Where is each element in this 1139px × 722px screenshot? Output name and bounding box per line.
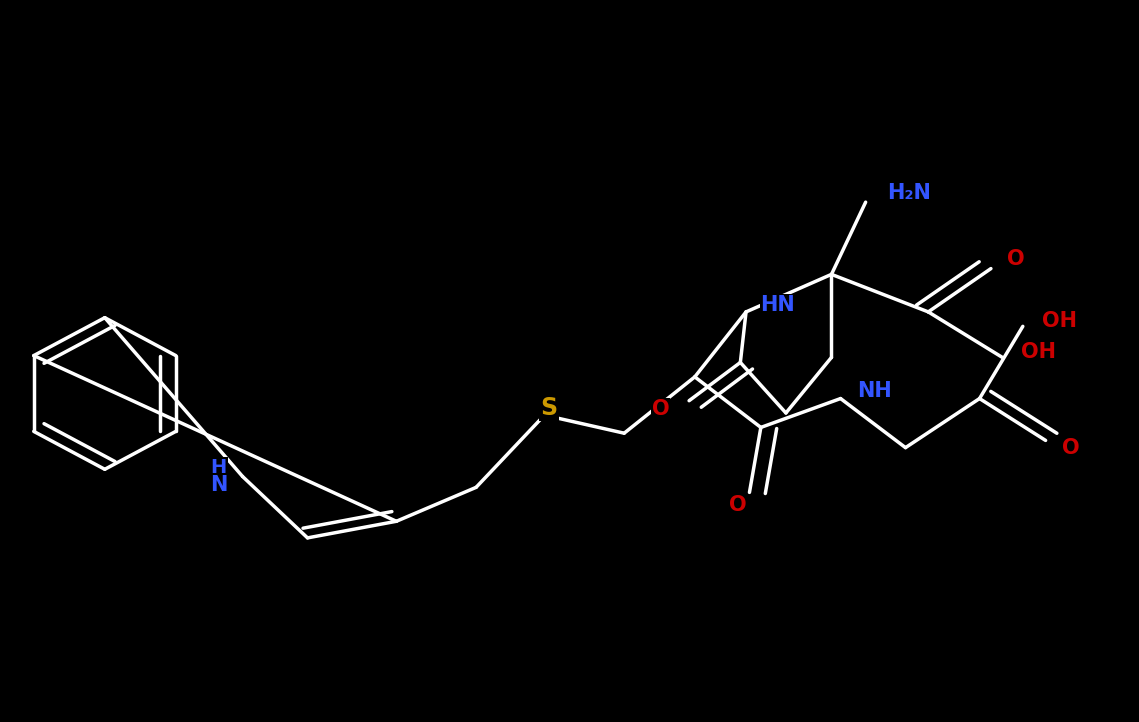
- Text: O: O: [1007, 249, 1025, 269]
- Text: OH: OH: [1022, 342, 1056, 362]
- Text: H₂N: H₂N: [887, 183, 931, 204]
- Text: S: S: [540, 396, 558, 420]
- Text: NH: NH: [858, 381, 892, 401]
- Text: O: O: [1062, 438, 1080, 458]
- Text: N: N: [210, 475, 228, 495]
- Text: OH: OH: [1042, 310, 1076, 331]
- Text: O: O: [652, 399, 670, 419]
- Text: H: H: [211, 458, 227, 477]
- Text: HN: HN: [761, 295, 795, 315]
- Text: O: O: [729, 495, 747, 516]
